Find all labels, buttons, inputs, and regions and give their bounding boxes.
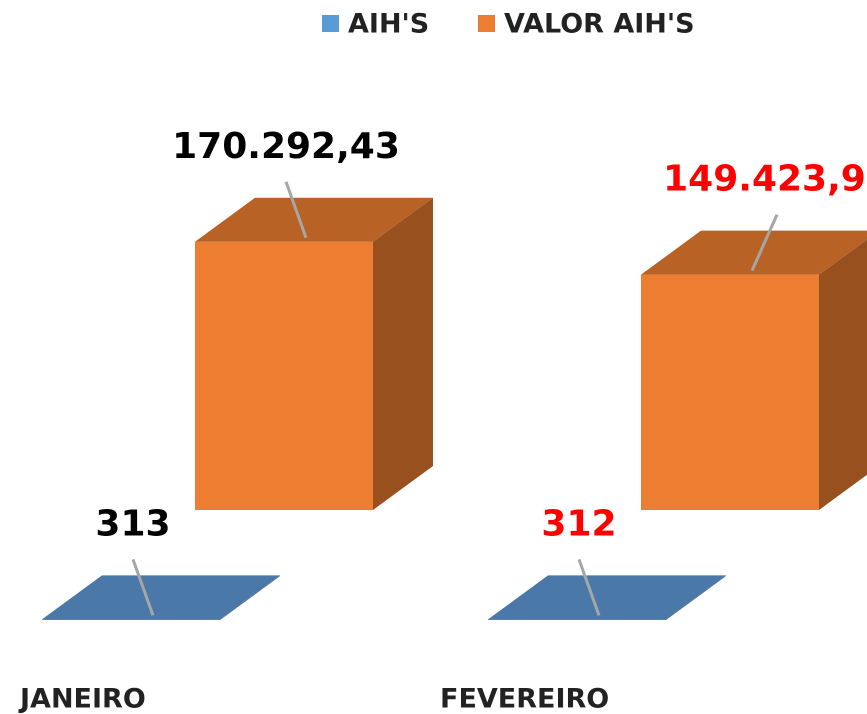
bar-top bbox=[195, 197, 433, 242]
bar-top bbox=[641, 230, 867, 275]
bar-front bbox=[641, 274, 819, 510]
legend-label: VALOR AIH'S bbox=[504, 9, 695, 40]
bar-side bbox=[666, 575, 726, 620]
legend-swatch bbox=[322, 15, 339, 32]
leader-line bbox=[577, 558, 601, 616]
data-label: 312 bbox=[541, 503, 616, 544]
bar-side bbox=[220, 575, 280, 620]
bar bbox=[488, 575, 726, 620]
legend-label: AIH'S bbox=[348, 9, 429, 40]
bar-front bbox=[42, 619, 220, 620]
bar-top bbox=[42, 575, 280, 620]
data-label: 313 bbox=[95, 503, 170, 544]
legend-swatch bbox=[478, 15, 495, 32]
bar-side bbox=[819, 239, 867, 510]
data-label: 170.292,43 bbox=[172, 126, 400, 167]
leader-line bbox=[131, 558, 155, 616]
x-tick-label: FEVEREIRO bbox=[440, 684, 609, 714]
data-label: 149.423,99 bbox=[663, 159, 867, 200]
bar bbox=[42, 575, 280, 620]
bar bbox=[195, 197, 433, 510]
bar-front bbox=[195, 241, 373, 510]
leader-line bbox=[750, 214, 779, 272]
leader-line bbox=[284, 181, 308, 239]
bar bbox=[641, 230, 867, 510]
x-tick-label: JANEIRO bbox=[18, 684, 146, 714]
bar-top bbox=[488, 575, 726, 620]
bar-side bbox=[373, 197, 433, 510]
bar-front bbox=[488, 619, 666, 620]
